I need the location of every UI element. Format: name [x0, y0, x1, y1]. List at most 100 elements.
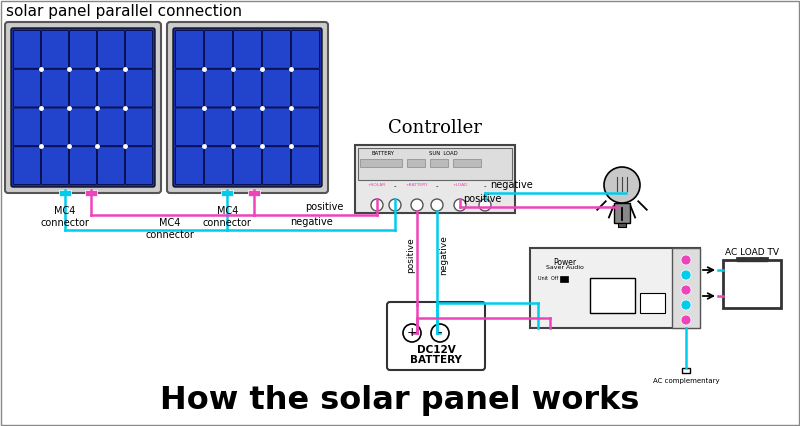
- Bar: [614, 203, 630, 223]
- Text: Unit  Off: Unit Off: [538, 276, 558, 281]
- Bar: [360, 159, 402, 167]
- FancyBboxPatch shape: [205, 69, 233, 107]
- Bar: [222, 190, 234, 196]
- FancyBboxPatch shape: [42, 69, 69, 107]
- Text: -: -: [394, 183, 396, 189]
- Bar: [248, 190, 260, 196]
- Text: Power: Power: [554, 258, 577, 267]
- FancyBboxPatch shape: [175, 31, 203, 68]
- Circle shape: [411, 199, 423, 211]
- FancyBboxPatch shape: [262, 69, 290, 107]
- Text: -: -: [436, 183, 438, 189]
- FancyBboxPatch shape: [205, 147, 233, 184]
- Bar: [453, 159, 481, 167]
- Text: BATTERY: BATTERY: [371, 151, 394, 156]
- Text: BATTERY: BATTERY: [410, 355, 462, 365]
- FancyBboxPatch shape: [262, 147, 290, 184]
- Text: Controller: Controller: [388, 119, 482, 137]
- Text: Saver Audio: Saver Audio: [546, 265, 584, 270]
- Circle shape: [681, 315, 691, 325]
- Bar: [590, 278, 635, 313]
- Text: negative: negative: [290, 217, 333, 227]
- FancyBboxPatch shape: [126, 31, 153, 68]
- FancyBboxPatch shape: [70, 69, 97, 107]
- FancyBboxPatch shape: [42, 108, 69, 146]
- Text: negative: negative: [490, 180, 533, 190]
- Text: positive: positive: [305, 202, 343, 212]
- Circle shape: [479, 199, 491, 211]
- Text: MC4
connector: MC4 connector: [203, 206, 252, 227]
- Text: +SOLAR: +SOLAR: [368, 183, 386, 187]
- FancyBboxPatch shape: [175, 147, 203, 184]
- Text: -: -: [438, 326, 442, 340]
- Bar: [640, 293, 665, 313]
- Text: MC4
connector: MC4 connector: [146, 218, 194, 239]
- FancyBboxPatch shape: [167, 22, 328, 193]
- FancyBboxPatch shape: [70, 108, 97, 146]
- FancyBboxPatch shape: [98, 69, 125, 107]
- FancyBboxPatch shape: [98, 147, 125, 184]
- Bar: [618, 223, 626, 227]
- FancyBboxPatch shape: [175, 69, 203, 107]
- FancyBboxPatch shape: [205, 108, 233, 146]
- Bar: [407, 159, 425, 167]
- Circle shape: [681, 270, 691, 280]
- Circle shape: [454, 199, 466, 211]
- FancyBboxPatch shape: [234, 108, 262, 146]
- Text: solar panel parallel connection: solar panel parallel connection: [6, 4, 242, 19]
- FancyBboxPatch shape: [291, 69, 319, 107]
- FancyBboxPatch shape: [387, 302, 485, 370]
- FancyBboxPatch shape: [291, 108, 319, 146]
- FancyBboxPatch shape: [70, 147, 97, 184]
- Circle shape: [681, 300, 691, 310]
- FancyBboxPatch shape: [262, 31, 290, 68]
- FancyBboxPatch shape: [262, 108, 290, 146]
- Circle shape: [431, 324, 449, 342]
- Circle shape: [431, 199, 443, 211]
- FancyBboxPatch shape: [98, 108, 125, 146]
- Text: MC4
connector: MC4 connector: [41, 206, 90, 227]
- Circle shape: [389, 199, 401, 211]
- FancyBboxPatch shape: [11, 28, 155, 187]
- Text: How the solar panel works: How the solar panel works: [160, 385, 640, 416]
- FancyBboxPatch shape: [234, 31, 262, 68]
- Text: AC complementary: AC complementary: [653, 378, 719, 384]
- Bar: [560, 276, 568, 282]
- FancyBboxPatch shape: [14, 69, 41, 107]
- Bar: [59, 190, 71, 196]
- Bar: [430, 159, 448, 167]
- Circle shape: [371, 199, 383, 211]
- FancyBboxPatch shape: [14, 147, 41, 184]
- FancyBboxPatch shape: [126, 108, 153, 146]
- Bar: [358, 148, 512, 180]
- Bar: [85, 190, 97, 196]
- Circle shape: [604, 167, 640, 203]
- FancyBboxPatch shape: [42, 147, 69, 184]
- FancyBboxPatch shape: [173, 28, 322, 187]
- Text: SUN  LOAD: SUN LOAD: [429, 151, 458, 156]
- FancyBboxPatch shape: [126, 69, 153, 107]
- Circle shape: [681, 285, 691, 295]
- FancyBboxPatch shape: [291, 31, 319, 68]
- Bar: [682, 368, 690, 373]
- FancyBboxPatch shape: [5, 22, 161, 193]
- Bar: [530, 248, 700, 328]
- Text: -: -: [484, 183, 486, 189]
- Bar: [355, 145, 515, 213]
- Text: +LOAD: +LOAD: [452, 183, 468, 187]
- FancyBboxPatch shape: [234, 147, 262, 184]
- Text: positive: positive: [406, 237, 415, 273]
- FancyBboxPatch shape: [98, 31, 125, 68]
- Circle shape: [681, 255, 691, 265]
- FancyBboxPatch shape: [70, 31, 97, 68]
- Text: +: +: [406, 326, 418, 340]
- Bar: [672, 248, 700, 328]
- Text: positive: positive: [463, 194, 502, 204]
- Circle shape: [403, 324, 421, 342]
- Text: +BATTERY: +BATTERY: [406, 183, 428, 187]
- FancyBboxPatch shape: [234, 69, 262, 107]
- FancyBboxPatch shape: [175, 108, 203, 146]
- FancyBboxPatch shape: [291, 147, 319, 184]
- FancyBboxPatch shape: [14, 31, 41, 68]
- Text: AC LOAD TV: AC LOAD TV: [725, 248, 779, 257]
